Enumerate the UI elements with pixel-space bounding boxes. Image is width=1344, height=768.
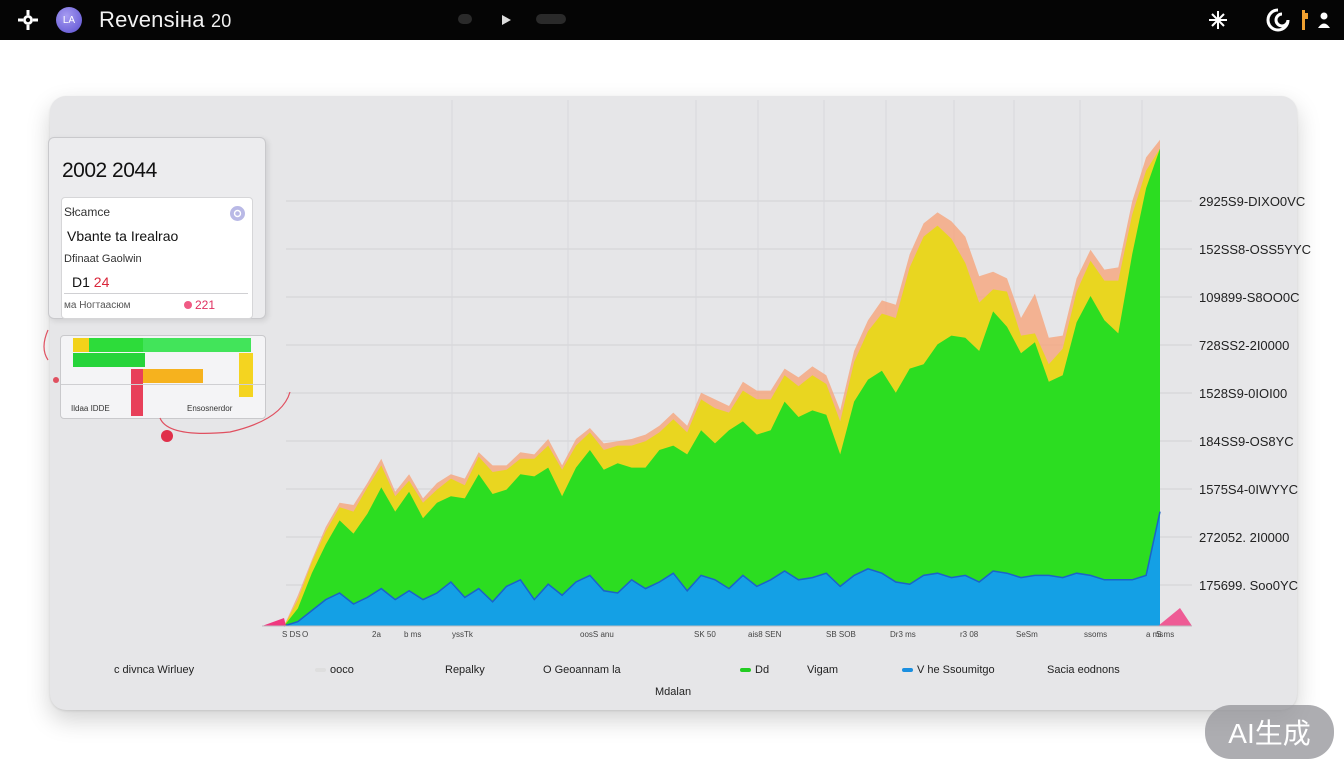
- x-tick-label: oosS anu: [580, 630, 614, 639]
- legend-label: ooco: [330, 664, 354, 676]
- summary-divider: [64, 293, 248, 294]
- y-tick-label: 152SS8-OSS5YYC: [1199, 242, 1311, 257]
- status-dot: [184, 301, 192, 309]
- mini-line: [61, 384, 265, 385]
- title-bar: LA Revensiна 20: [0, 0, 1344, 40]
- legend-item[interactable]: Sacia eodnons: [1047, 664, 1120, 676]
- legend-item[interactable]: ooco: [315, 664, 354, 676]
- legend-swatch: [315, 668, 326, 672]
- sparkle-icon[interactable]: [1206, 8, 1230, 32]
- x-tick-label: Dr3 ms: [890, 630, 916, 639]
- x-tick-label: S DS: [282, 630, 301, 639]
- legend-item[interactable]: V he Ssoumitgo: [902, 664, 995, 676]
- avatar[interactable]: LA: [56, 7, 82, 33]
- line-blue: [283, 511, 1161, 627]
- x-tick-label: ais8 SEN: [748, 630, 782, 639]
- x-tick-label: ssoms: [1084, 630, 1107, 639]
- x-axis-label: Mdalan: [655, 686, 692, 698]
- legend-item[interactable]: Vigam: [807, 664, 838, 676]
- mini-bar-green-2: [73, 353, 145, 367]
- summary-badge: 221: [184, 298, 215, 312]
- legend-swatch: [902, 668, 913, 672]
- y-tick-label: 1528S9-0IOI00: [1199, 386, 1287, 401]
- x-tick-label: r3 08: [960, 630, 979, 639]
- summary-item[interactable]: Vbante ta Irealrao: [67, 228, 251, 244]
- legend-label: Sacia eodnons: [1047, 664, 1120, 676]
- app-title: Revensiна 20: [99, 7, 231, 33]
- mini-chart: Ildaa IDDE Ensosnerdor: [60, 335, 266, 419]
- legend-item[interactable]: Dd: [740, 664, 769, 676]
- y-tick-label: 184SS9-OS8YC: [1199, 434, 1294, 449]
- play-icon[interactable]: [496, 8, 516, 32]
- legend-label: Vigam: [807, 664, 838, 676]
- mini-bar-red: [131, 369, 143, 416]
- y-tick-label: 175699. Soo0YC: [1199, 578, 1298, 593]
- y-tick-label: 2925S9-DIXO0VC: [1199, 194, 1305, 209]
- summary-value-main: D1: [72, 274, 90, 290]
- x-tick-label: a ms: [1146, 630, 1163, 639]
- legend-label: O Geoannam la: [543, 664, 621, 676]
- x-tick-label: SeSm: [1016, 630, 1038, 639]
- y-tick-label: 728SS2-2I0000: [1199, 338, 1289, 353]
- area-green: [284, 148, 1160, 626]
- legend-swatch: [740, 668, 751, 672]
- panel-title: 2002 2044: [62, 159, 157, 182]
- x-tick-label: SK 50: [694, 630, 716, 639]
- legend-item[interactable]: c divnca Wirluey: [114, 664, 194, 676]
- mini-bar-yellow: [73, 338, 89, 352]
- dim-indicator: [458, 14, 472, 24]
- swirl-icon[interactable]: [1264, 8, 1292, 32]
- pink-marker-left: [262, 618, 286, 626]
- y-tick-label: 1575S4-0IWYYC: [1199, 482, 1298, 497]
- app-title-suffix: 20: [210, 11, 232, 31]
- mini-label-right: Ensosnerdor: [187, 404, 233, 413]
- x-tick-label: 2a: [372, 630, 381, 639]
- mini-label-left: Ildaa IDDE: [71, 404, 110, 413]
- x-tick-label: b ms: [404, 630, 421, 639]
- x-tick-label: SB SOB: [826, 630, 856, 639]
- mini-bar-yellow-2: [239, 353, 253, 397]
- flag-icon[interactable]: [1300, 8, 1310, 32]
- summary-card: [61, 197, 253, 319]
- x-tick-label: yssTk: [452, 630, 474, 639]
- legend-label: c divnca Wirluey: [114, 664, 195, 676]
- legend-item[interactable]: Repalky: [445, 664, 485, 676]
- app-title-text: Revensiна: [99, 7, 205, 32]
- summary-value-accent: 24: [93, 274, 110, 290]
- summary-note: ма Ногтаасюм: [64, 300, 131, 311]
- mini-bar-orange: [143, 369, 203, 383]
- summary-label: Słcamсе: [64, 205, 111, 219]
- dim-indicator: [536, 14, 566, 24]
- gear-icon[interactable]: [16, 8, 40, 32]
- settings-icon[interactable]: [230, 206, 245, 221]
- user-icon[interactable]: [1316, 8, 1332, 32]
- pink-marker-right: [1158, 608, 1192, 626]
- legend-label: V he Ssoumitgo: [917, 664, 995, 676]
- area-blue: [284, 511, 1160, 626]
- x-tick-label: O: [302, 630, 308, 639]
- summary-sub: Dfinaat Gaolwin: [64, 253, 142, 265]
- summary-value: D1 24: [72, 274, 109, 290]
- legend-label: Repalky: [445, 664, 485, 676]
- legend-item[interactable]: O Geoannam la: [543, 664, 621, 676]
- watermark-badge: AI生成: [1205, 705, 1334, 759]
- y-tick-label: 109899-S8OO0C: [1199, 290, 1299, 305]
- y-tick-label: 272052. 2I0000: [1199, 530, 1289, 545]
- legend-label: Dd: [755, 664, 770, 676]
- x-tick-label: S ms: [1156, 630, 1174, 639]
- mini-bar-green-light: [143, 338, 251, 352]
- summary-badge-text: 221: [195, 298, 216, 312]
